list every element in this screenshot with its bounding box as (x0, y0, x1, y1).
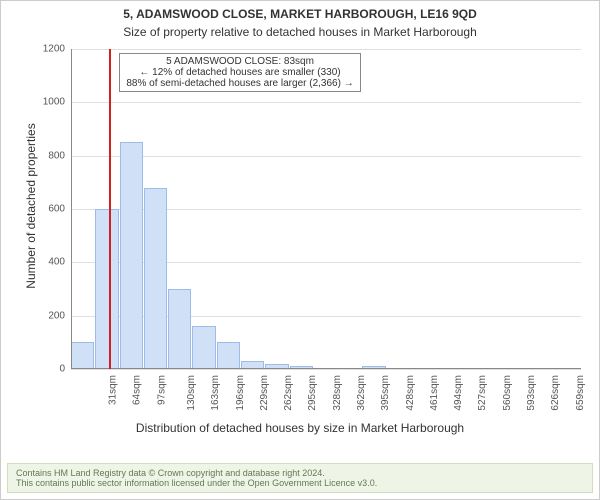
footer-line: This contains public sector information … (16, 478, 584, 488)
x-axis-label: Distribution of detached houses by size … (1, 421, 599, 435)
x-tick-label: 395sqm (380, 375, 391, 411)
annotation-box: 5 ADAMSWOOD CLOSE: 83sqm← 12% of detache… (119, 53, 360, 92)
footer-line: Contains HM Land Registry data © Crown c… (16, 468, 584, 478)
histogram-bar (95, 209, 118, 369)
y-tick-label: 1000 (31, 97, 65, 108)
x-tick-label: 461sqm (429, 375, 440, 411)
x-tick-label: 362sqm (356, 375, 367, 411)
x-tick-label: 328sqm (332, 375, 343, 411)
x-tick-label: 262sqm (283, 375, 294, 411)
annotation-line: 88% of semi-detached houses are larger (… (126, 78, 353, 89)
y-tick-label: 0 (31, 364, 65, 375)
x-tick-label: 494sqm (453, 375, 464, 411)
chart-title-line1: 5, ADAMSWOOD CLOSE, MARKET HARBOROUGH, L… (1, 7, 599, 21)
x-tick-label: 428sqm (405, 375, 416, 411)
x-tick-label: 659sqm (575, 375, 586, 411)
x-tick-label: 31sqm (108, 375, 119, 405)
gridline (71, 369, 581, 370)
y-tick-label: 400 (31, 257, 65, 268)
x-tick-label: 560sqm (502, 375, 513, 411)
histogram-bar (168, 289, 191, 369)
x-tick-label: 527sqm (478, 375, 489, 411)
plot-area (71, 49, 581, 369)
annotation-line: ← 12% of detached houses are smaller (33… (126, 67, 353, 78)
x-tick-label: 64sqm (132, 375, 143, 405)
histogram-bar (71, 342, 94, 369)
histogram-bar (192, 326, 215, 369)
y-tick-label: 800 (31, 150, 65, 161)
chart-title-line2: Size of property relative to detached ho… (1, 25, 599, 39)
gridline (71, 49, 581, 50)
histogram-bar (217, 342, 240, 369)
x-tick-label: 295sqm (308, 375, 319, 411)
y-axis-line (71, 49, 72, 369)
x-tick-label: 130sqm (186, 375, 197, 411)
chart-container: 5, ADAMSWOOD CLOSE, MARKET HARBOROUGH, L… (0, 0, 600, 500)
x-axis-line (71, 368, 581, 369)
annotation-line: 5 ADAMSWOOD CLOSE: 83sqm (126, 56, 353, 67)
x-tick-label: 593sqm (526, 375, 537, 411)
x-tick-label: 229sqm (259, 375, 270, 411)
histogram-bar (144, 188, 167, 369)
histogram-bar (120, 142, 143, 369)
x-tick-label: 626sqm (550, 375, 561, 411)
x-tick-label: 196sqm (235, 375, 246, 411)
y-tick-label: 200 (31, 310, 65, 321)
x-tick-label: 97sqm (156, 375, 167, 405)
y-tick-label: 600 (31, 204, 65, 215)
x-tick-label: 163sqm (210, 375, 221, 411)
footer-attribution: Contains HM Land Registry data © Crown c… (7, 463, 593, 493)
y-tick-label: 1200 (31, 44, 65, 55)
reference-line (109, 49, 111, 369)
gridline (71, 156, 581, 157)
gridline (71, 102, 581, 103)
